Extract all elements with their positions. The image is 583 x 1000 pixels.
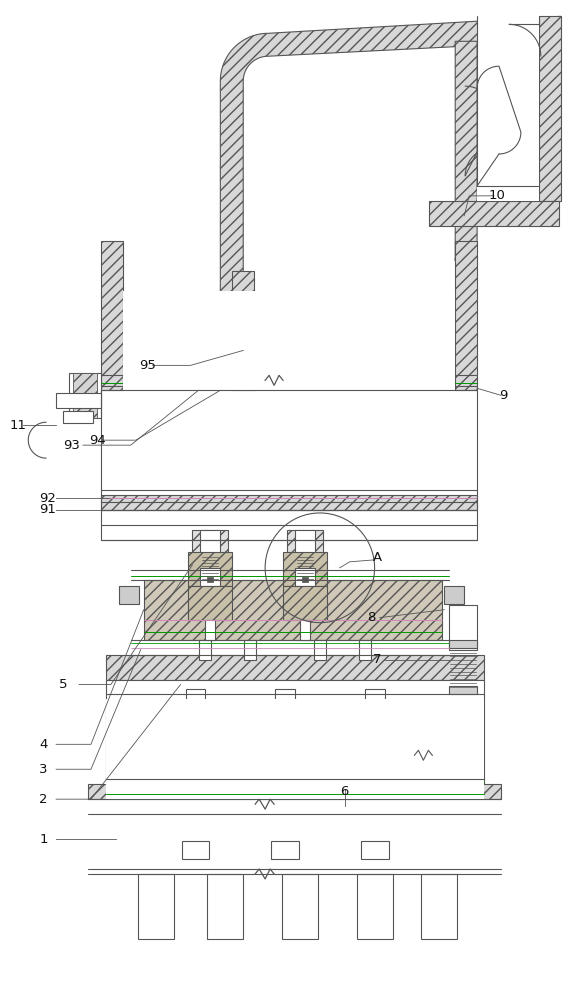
Text: 10: 10	[489, 189, 506, 202]
Bar	[300, 620, 310, 640]
Bar	[275, 689, 295, 779]
Bar	[449, 686, 477, 694]
Bar	[201, 568, 220, 586]
Bar	[429, 201, 559, 226]
Bar	[101, 241, 123, 390]
Bar	[201, 530, 220, 558]
Bar	[449, 640, 477, 648]
Text: 11: 11	[9, 419, 26, 432]
Bar	[422, 874, 457, 939]
Bar	[188, 552, 232, 586]
Bar	[449, 605, 477, 650]
Bar	[295, 530, 315, 558]
Bar	[185, 689, 205, 779]
Bar	[199, 640, 212, 660]
Text: 7: 7	[373, 653, 381, 666]
Bar	[181, 841, 209, 859]
Bar	[106, 655, 484, 680]
Polygon shape	[283, 586, 327, 620]
Text: 91: 91	[39, 503, 56, 516]
Bar	[302, 577, 308, 582]
Bar	[208, 874, 243, 939]
Bar	[106, 680, 484, 779]
Bar	[244, 640, 256, 660]
Text: 4: 4	[39, 738, 48, 751]
Text: 3: 3	[39, 763, 48, 776]
Bar	[455, 241, 477, 390]
Bar	[73, 373, 97, 418]
Text: 92: 92	[39, 492, 56, 505]
Bar	[477, 16, 539, 201]
Text: 95: 95	[139, 359, 156, 372]
Text: 1: 1	[39, 833, 48, 846]
Bar	[106, 699, 484, 799]
Text: 94: 94	[89, 434, 106, 447]
Bar	[361, 841, 388, 859]
Bar	[63, 411, 93, 423]
Bar	[232, 271, 254, 390]
Text: 6: 6	[340, 785, 348, 798]
Bar	[364, 689, 385, 779]
Bar	[359, 640, 371, 660]
Bar	[539, 16, 561, 201]
Bar	[56, 393, 101, 408]
Polygon shape	[188, 586, 232, 620]
Text: 5: 5	[59, 678, 68, 691]
Bar	[314, 640, 326, 660]
Bar	[119, 586, 139, 604]
Bar	[287, 530, 323, 558]
Text: A: A	[373, 551, 382, 564]
Bar	[208, 577, 213, 582]
Bar	[205, 620, 215, 640]
Bar	[192, 530, 229, 558]
Bar	[295, 568, 315, 586]
Bar	[357, 874, 392, 939]
Bar	[106, 777, 484, 789]
Bar	[143, 580, 442, 640]
Text: 8: 8	[367, 611, 375, 624]
Bar	[101, 495, 477, 510]
Bar	[283, 552, 327, 586]
Polygon shape	[220, 16, 561, 355]
Polygon shape	[455, 41, 477, 281]
Text: 9: 9	[499, 389, 507, 402]
Bar	[444, 586, 464, 604]
Text: 2: 2	[39, 793, 48, 806]
Bar	[69, 373, 101, 418]
Bar	[88, 784, 501, 799]
Bar	[271, 841, 299, 859]
Bar	[282, 874, 318, 939]
Text: 93: 93	[63, 439, 80, 452]
Bar	[138, 874, 174, 939]
Bar	[123, 291, 455, 390]
